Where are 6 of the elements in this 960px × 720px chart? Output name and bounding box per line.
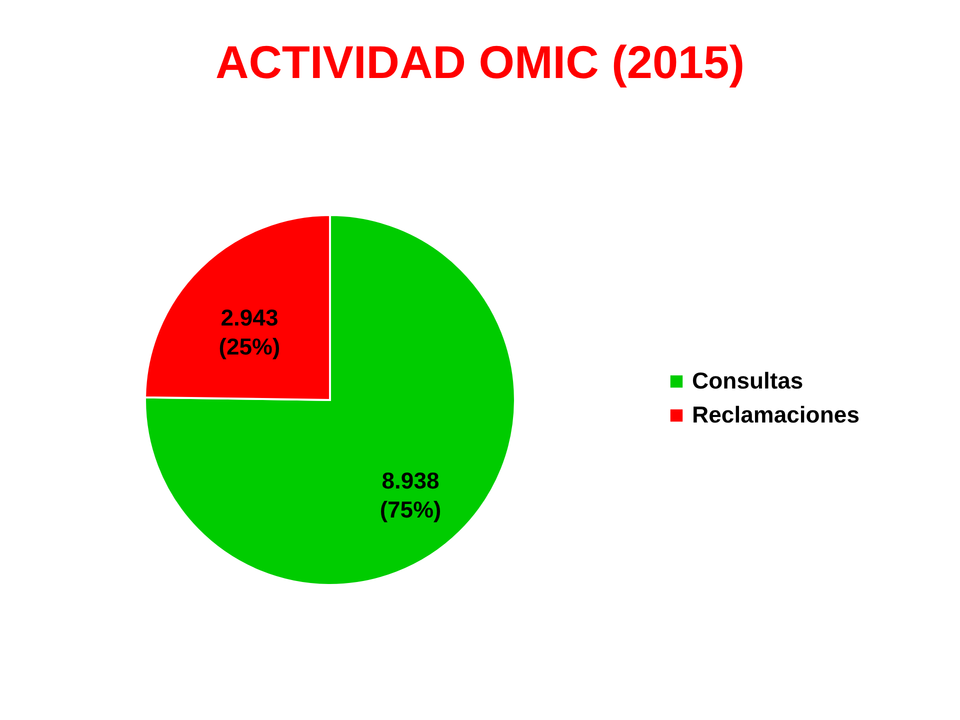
legend-label: Consultas: [692, 368, 804, 394]
data-label: 8.938 (75%): [380, 468, 442, 523]
pie-slice: [144, 214, 516, 586]
data-label: 2.943 (25%): [218, 304, 280, 360]
chart-title: ACTIVIDAD OMIC (2015): [215, 36, 745, 88]
legend-label: Reclamaciones: [692, 402, 860, 428]
